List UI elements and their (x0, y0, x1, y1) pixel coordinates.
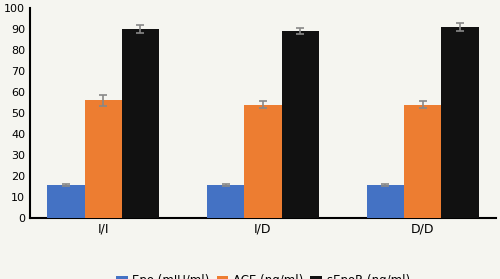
Bar (442, 27, 478, 218)
Bar (122, 29, 159, 218)
Bar (404, 105, 442, 218)
Bar (366, 185, 404, 218)
Bar (84, 100, 122, 218)
Bar (48, 185, 84, 218)
Legend: Epo (mIU/ml), ACE (ng/ml), sEpoR (ng/ml): Epo (mIU/ml), ACE (ng/ml), sEpoR (ng/ml) (111, 270, 415, 279)
Bar (244, 105, 282, 218)
Bar (207, 185, 244, 218)
Bar (282, 31, 319, 218)
